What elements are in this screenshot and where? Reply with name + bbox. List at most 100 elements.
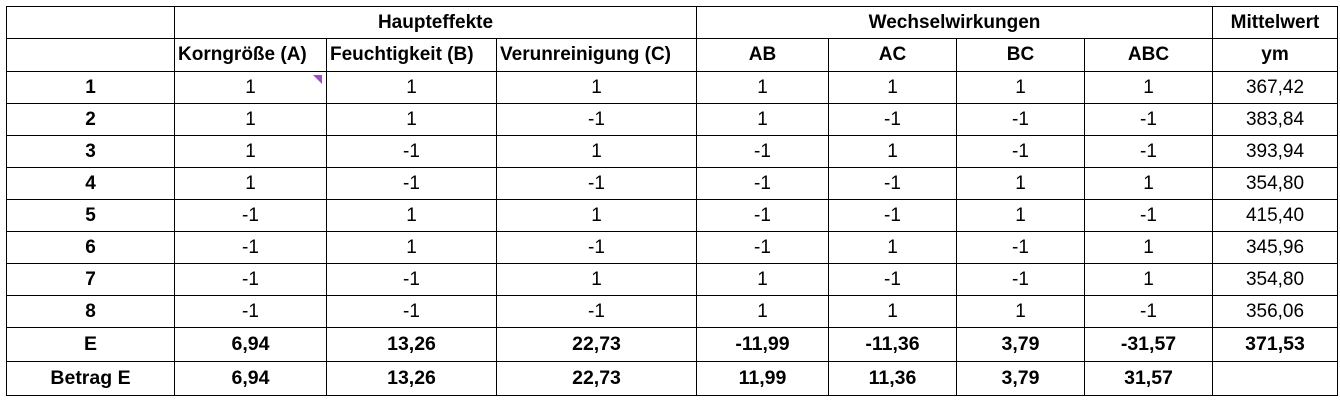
- table-cell[interactable]: 345,96: [1212, 231, 1338, 264]
- table-cell[interactable]: 1: [326, 71, 497, 104]
- table-cell[interactable]: 367,42: [1212, 71, 1338, 104]
- table-cell[interactable]: -1: [828, 199, 957, 232]
- group-header-mean[interactable]: Mittelwert: [1212, 6, 1338, 39]
- table-cell[interactable]: 1: [1084, 167, 1213, 200]
- column-header-b[interactable]: Feuchtigkeit (B): [326, 38, 497, 72]
- column-header-ac[interactable]: AC: [828, 38, 957, 72]
- table-cell[interactable]: 1: [326, 231, 497, 264]
- table-cell[interactable]: 1: [828, 231, 957, 264]
- table-cell[interactable]: 13,26: [326, 361, 497, 396]
- table-cell[interactable]: 1: [174, 103, 327, 136]
- table-cell[interactable]: -1: [326, 167, 497, 200]
- column-header-abc[interactable]: ABC: [1084, 38, 1213, 72]
- comment-marker-icon[interactable]: [313, 75, 322, 84]
- table-cell[interactable]: -1: [956, 263, 1085, 296]
- table-cell[interactable]: -1: [326, 263, 497, 296]
- table-cell[interactable]: 1: [496, 199, 697, 232]
- table-cell[interactable]: 11,36: [828, 361, 957, 396]
- table-cell[interactable]: 354,80: [1212, 167, 1338, 200]
- table-cell[interactable]: 371,53: [1212, 327, 1338, 362]
- table-cell[interactable]: -1: [496, 295, 697, 328]
- table-cell[interactable]: 1: [696, 103, 829, 136]
- table-cell[interactable]: 1: [1084, 71, 1213, 104]
- table-cell[interactable]: 3,79: [956, 361, 1085, 396]
- table-cell[interactable]: [1212, 361, 1338, 396]
- table-cell[interactable]: 1: [496, 135, 697, 168]
- table-cell[interactable]: 1: [956, 71, 1085, 104]
- row-label[interactable]: 1: [6, 71, 175, 104]
- table-cell[interactable]: 1: [496, 71, 697, 104]
- row-label[interactable]: E: [6, 327, 175, 362]
- table-cell[interactable]: 13,26: [326, 327, 497, 362]
- table-cell[interactable]: 1: [326, 199, 497, 232]
- table-cell[interactable]: -1: [696, 135, 829, 168]
- row-label[interactable]: 7: [6, 263, 175, 296]
- table-cell[interactable]: -1: [828, 103, 957, 136]
- table-cell[interactable]: -11,99: [696, 327, 829, 362]
- group-header-interactions[interactable]: Wechselwirkungen: [696, 6, 1213, 39]
- table-cell[interactable]: 1: [174, 135, 327, 168]
- table-cell[interactable]: 6,94: [174, 361, 327, 396]
- row-label[interactable]: 5: [6, 199, 175, 232]
- table-cell[interactable]: -1: [174, 263, 327, 296]
- table-cell[interactable]: 415,40: [1212, 199, 1338, 232]
- table-cell[interactable]: 3,79: [956, 327, 1085, 362]
- row-label[interactable]: Betrag E: [6, 361, 175, 396]
- table-cell[interactable]: -1: [956, 103, 1085, 136]
- table-cell[interactable]: 1: [828, 295, 957, 328]
- table-cell[interactable]: 1: [828, 71, 957, 104]
- table-cell[interactable]: -1: [1084, 103, 1213, 136]
- table-cell[interactable]: -1: [496, 167, 697, 200]
- table-cell[interactable]: 393,94: [1212, 135, 1338, 168]
- table-cell[interactable]: 1: [956, 295, 1085, 328]
- table-cell[interactable]: 11,99: [696, 361, 829, 396]
- corner-cell[interactable]: [6, 6, 175, 39]
- table-cell[interactable]: 1: [696, 71, 829, 104]
- row-label[interactable]: 4: [6, 167, 175, 200]
- table-cell[interactable]: 1: [956, 167, 1085, 200]
- column-header-ab[interactable]: AB: [696, 38, 829, 72]
- row-label[interactable]: 6: [6, 231, 175, 264]
- table-cell[interactable]: -1: [1084, 199, 1213, 232]
- table-cell[interactable]: 383,84: [1212, 103, 1338, 136]
- table-cell[interactable]: -1: [1084, 295, 1213, 328]
- table-cell[interactable]: 1: [174, 167, 327, 200]
- table-cell[interactable]: -1: [696, 231, 829, 264]
- row-label[interactable]: 2: [6, 103, 175, 136]
- row-label-header[interactable]: [6, 38, 175, 72]
- column-header-c[interactable]: Verunreinigung (C): [496, 38, 697, 72]
- table-cell[interactable]: 354,80: [1212, 263, 1338, 296]
- table-cell[interactable]: -1: [828, 263, 957, 296]
- column-header-ym[interactable]: ym: [1212, 38, 1338, 72]
- table-cell[interactable]: -1: [174, 231, 327, 264]
- table-cell[interactable]: -1: [496, 231, 697, 264]
- table-cell[interactable]: 1: [174, 71, 327, 104]
- row-label[interactable]: 8: [6, 295, 175, 328]
- table-cell[interactable]: -1: [496, 103, 697, 136]
- table-cell[interactable]: -1: [956, 135, 1085, 168]
- table-cell[interactable]: -1: [1084, 135, 1213, 168]
- table-cell[interactable]: -31,57: [1084, 327, 1213, 362]
- table-cell[interactable]: 1: [696, 295, 829, 328]
- table-cell[interactable]: 1: [496, 263, 697, 296]
- table-cell[interactable]: 31,57: [1084, 361, 1213, 396]
- table-cell[interactable]: -1: [956, 231, 1085, 264]
- table-cell[interactable]: 356,06: [1212, 295, 1338, 328]
- table-cell[interactable]: 22,73: [496, 361, 697, 396]
- table-cell[interactable]: -1: [828, 167, 957, 200]
- table-cell[interactable]: 1: [326, 103, 497, 136]
- group-header-main-effects[interactable]: Haupteffekte: [174, 6, 697, 39]
- table-cell[interactable]: 1: [1084, 263, 1213, 296]
- column-header-a[interactable]: Korngröße (A): [174, 38, 327, 72]
- table-cell[interactable]: 1: [696, 263, 829, 296]
- table-cell[interactable]: 1: [1084, 231, 1213, 264]
- table-cell[interactable]: 6,94: [174, 327, 327, 362]
- table-cell[interactable]: -1: [174, 295, 327, 328]
- table-cell[interactable]: 1: [828, 135, 957, 168]
- table-cell[interactable]: -11,36: [828, 327, 957, 362]
- table-cell[interactable]: 1: [956, 199, 1085, 232]
- table-cell[interactable]: -1: [326, 295, 497, 328]
- table-cell[interactable]: -1: [326, 135, 497, 168]
- table-cell[interactable]: 22,73: [496, 327, 697, 362]
- column-header-bc[interactable]: BC: [956, 38, 1085, 72]
